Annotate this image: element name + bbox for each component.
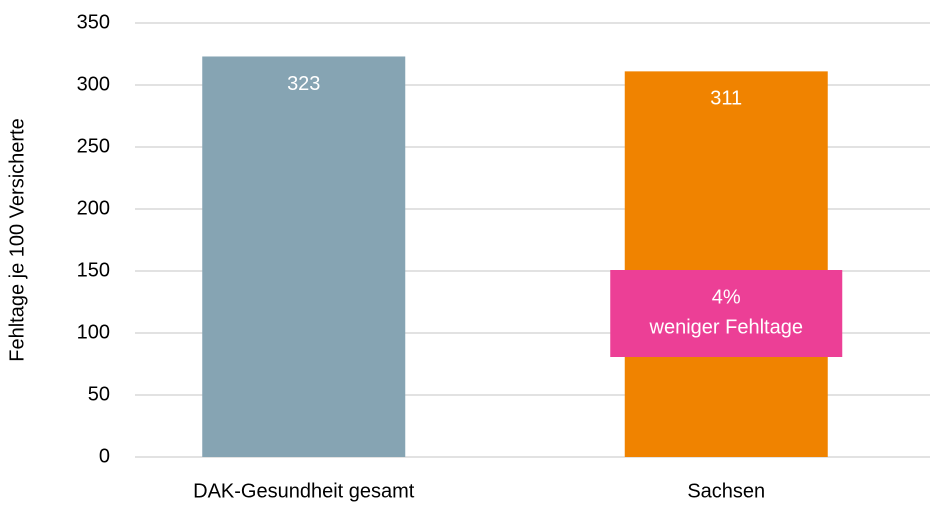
y-tick-label: 200: [77, 197, 110, 219]
y-tick-label: 300: [77, 73, 110, 95]
y-tick-label: 50: [88, 383, 110, 405]
annotation-text: weniger Fehltage: [649, 316, 803, 338]
y-tick-label: 350: [77, 11, 110, 33]
y-tick-label: 0: [99, 445, 110, 467]
annotation-box: [610, 270, 843, 357]
x-tick-label: DAK-Gesundheit gesamt: [193, 480, 415, 502]
annotation-text: 4%: [712, 286, 741, 308]
y-axis-label: Fehltage je 100 Versicherte: [6, 118, 28, 362]
data-label: 323: [287, 73, 320, 95]
y-tick-label: 250: [77, 135, 110, 157]
y-tick-label: 100: [77, 321, 110, 343]
y-tick-label: 150: [77, 259, 110, 281]
data-label: 311: [710, 88, 742, 110]
bar: [202, 56, 406, 457]
bar: [624, 71, 828, 458]
x-tick-label: Sachsen: [687, 480, 765, 502]
